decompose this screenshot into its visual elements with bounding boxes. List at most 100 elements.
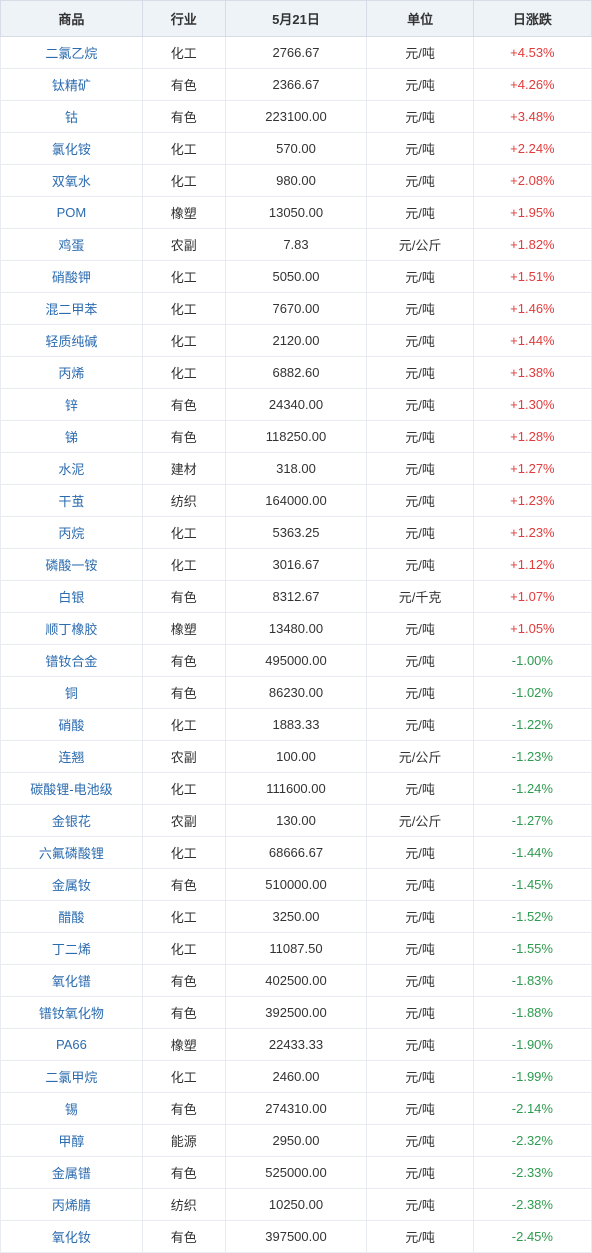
commodity-name-link[interactable]: 双氧水 xyxy=(1,165,143,197)
price-cell: 5363.25 xyxy=(225,517,367,549)
industry-cell: 化工 xyxy=(142,1061,225,1093)
col-header-unit: 单位 xyxy=(367,1,473,37)
price-cell: 3250.00 xyxy=(225,901,367,933)
table-row: 轻质纯碱化工2120.00元/吨+1.44% xyxy=(1,325,592,357)
industry-cell: 有色 xyxy=(142,389,225,421)
price-cell: 2950.00 xyxy=(225,1125,367,1157)
table-row: 锑有色118250.00元/吨+1.28% xyxy=(1,421,592,453)
commodity-name-link[interactable]: 六氟磷酸锂 xyxy=(1,837,143,869)
industry-cell: 建材 xyxy=(142,453,225,485)
table-row: 钴有色223100.00元/吨+3.48% xyxy=(1,101,592,133)
commodity-name-link[interactable]: 连翘 xyxy=(1,741,143,773)
industry-cell: 有色 xyxy=(142,1221,225,1253)
table-row: 鸡蛋农副7.83元/公斤+1.82% xyxy=(1,229,592,261)
change-cell: +1.07% xyxy=(473,581,591,613)
commodity-name-link[interactable]: 丙烯 xyxy=(1,357,143,389)
commodity-name-link[interactable]: 二氯甲烷 xyxy=(1,1061,143,1093)
commodity-name-link[interactable]: 轻质纯碱 xyxy=(1,325,143,357)
unit-cell: 元/千克 xyxy=(367,581,473,613)
unit-cell: 元/吨 xyxy=(367,869,473,901)
commodity-name-link[interactable]: 氧化镨 xyxy=(1,965,143,997)
industry-cell: 有色 xyxy=(142,581,225,613)
commodity-name-link[interactable]: 顺丁橡胶 xyxy=(1,613,143,645)
industry-cell: 化工 xyxy=(142,933,225,965)
commodity-name-link[interactable]: 丙烯腈 xyxy=(1,1189,143,1221)
table-row: 锡有色274310.00元/吨-2.14% xyxy=(1,1093,592,1125)
industry-cell: 农副 xyxy=(142,741,225,773)
commodity-name-link[interactable]: 金属钕 xyxy=(1,869,143,901)
commodity-name-link[interactable]: 镨钕氧化物 xyxy=(1,997,143,1029)
commodity-name-link[interactable]: 碳酸锂-电池级 xyxy=(1,773,143,805)
col-header-name: 商品 xyxy=(1,1,143,37)
table-row: 镨钕氧化物有色392500.00元/吨-1.88% xyxy=(1,997,592,1029)
commodity-name-link[interactable]: 鸡蛋 xyxy=(1,229,143,261)
unit-cell: 元/吨 xyxy=(367,165,473,197)
industry-cell: 有色 xyxy=(142,1157,225,1189)
commodity-name-link[interactable]: 锌 xyxy=(1,389,143,421)
commodity-name-link[interactable]: 钴 xyxy=(1,101,143,133)
change-cell: +3.48% xyxy=(473,101,591,133)
change-cell: -1.27% xyxy=(473,805,591,837)
commodity-name-link[interactable]: 二氯乙烷 xyxy=(1,37,143,69)
unit-cell: 元/吨 xyxy=(367,837,473,869)
table-row: 干茧纺织164000.00元/吨+1.23% xyxy=(1,485,592,517)
commodity-name-link[interactable]: 白银 xyxy=(1,581,143,613)
commodity-name-link[interactable]: 甲醇 xyxy=(1,1125,143,1157)
industry-cell: 化工 xyxy=(142,549,225,581)
change-cell: -1.99% xyxy=(473,1061,591,1093)
commodity-name-link[interactable]: 混二甲苯 xyxy=(1,293,143,325)
change-cell: +1.05% xyxy=(473,613,591,645)
price-cell: 318.00 xyxy=(225,453,367,485)
price-cell: 570.00 xyxy=(225,133,367,165)
table-row: 镨钕合金有色495000.00元/吨-1.00% xyxy=(1,645,592,677)
commodity-name-link[interactable]: 硝酸钾 xyxy=(1,261,143,293)
table-row: 二氯乙烷化工2766.67元/吨+4.53% xyxy=(1,37,592,69)
industry-cell: 化工 xyxy=(142,165,225,197)
price-cell: 111600.00 xyxy=(225,773,367,805)
commodity-name-link[interactable]: 磷酸一铵 xyxy=(1,549,143,581)
commodity-name-link[interactable]: 锡 xyxy=(1,1093,143,1125)
commodity-name-link[interactable]: 金属镨 xyxy=(1,1157,143,1189)
commodity-name-link[interactable]: 水泥 xyxy=(1,453,143,485)
industry-cell: 有色 xyxy=(142,869,225,901)
price-cell: 7670.00 xyxy=(225,293,367,325)
commodity-name-link[interactable]: 金银花 xyxy=(1,805,143,837)
industry-cell: 有色 xyxy=(142,965,225,997)
price-cell: 2120.00 xyxy=(225,325,367,357)
price-cell: 8312.67 xyxy=(225,581,367,613)
commodity-name-link[interactable]: 醋酸 xyxy=(1,901,143,933)
price-cell: 402500.00 xyxy=(225,965,367,997)
commodity-name-link[interactable]: 氧化钕 xyxy=(1,1221,143,1253)
price-cell: 118250.00 xyxy=(225,421,367,453)
commodity-name-link[interactable]: 硝酸 xyxy=(1,709,143,741)
commodity-name-link[interactable]: 氯化铵 xyxy=(1,133,143,165)
unit-cell: 元/吨 xyxy=(367,1125,473,1157)
unit-cell: 元/吨 xyxy=(367,549,473,581)
commodity-name-link[interactable]: 钛精矿 xyxy=(1,69,143,101)
unit-cell: 元/吨 xyxy=(367,901,473,933)
unit-cell: 元/吨 xyxy=(367,37,473,69)
commodity-name-link[interactable]: 锑 xyxy=(1,421,143,453)
commodity-name-link[interactable]: POM xyxy=(1,197,143,229)
table-row: 氧化镨有色402500.00元/吨-1.83% xyxy=(1,965,592,997)
table-row: 硝酸钾化工5050.00元/吨+1.51% xyxy=(1,261,592,293)
commodity-name-link[interactable]: 丙烷 xyxy=(1,517,143,549)
table-row: 混二甲苯化工7670.00元/吨+1.46% xyxy=(1,293,592,325)
industry-cell: 橡塑 xyxy=(142,1029,225,1061)
commodity-name-link[interactable]: 丁二烯 xyxy=(1,933,143,965)
price-cell: 10250.00 xyxy=(225,1189,367,1221)
unit-cell: 元/吨 xyxy=(367,133,473,165)
industry-cell: 化工 xyxy=(142,901,225,933)
unit-cell: 元/吨 xyxy=(367,997,473,1029)
commodity-name-link[interactable]: 铜 xyxy=(1,677,143,709)
industry-cell: 化工 xyxy=(142,837,225,869)
unit-cell: 元/公斤 xyxy=(367,229,473,261)
commodity-name-link[interactable]: 干茧 xyxy=(1,485,143,517)
table-header: 商品 行业 5月21日 单位 日涨跌 xyxy=(1,1,592,37)
change-cell: +4.26% xyxy=(473,69,591,101)
change-cell: +1.38% xyxy=(473,357,591,389)
commodity-name-link[interactable]: PA66 xyxy=(1,1029,143,1061)
commodity-name-link[interactable]: 镨钕合金 xyxy=(1,645,143,677)
industry-cell: 化工 xyxy=(142,517,225,549)
table-row: 金属钕有色510000.00元/吨-1.45% xyxy=(1,869,592,901)
